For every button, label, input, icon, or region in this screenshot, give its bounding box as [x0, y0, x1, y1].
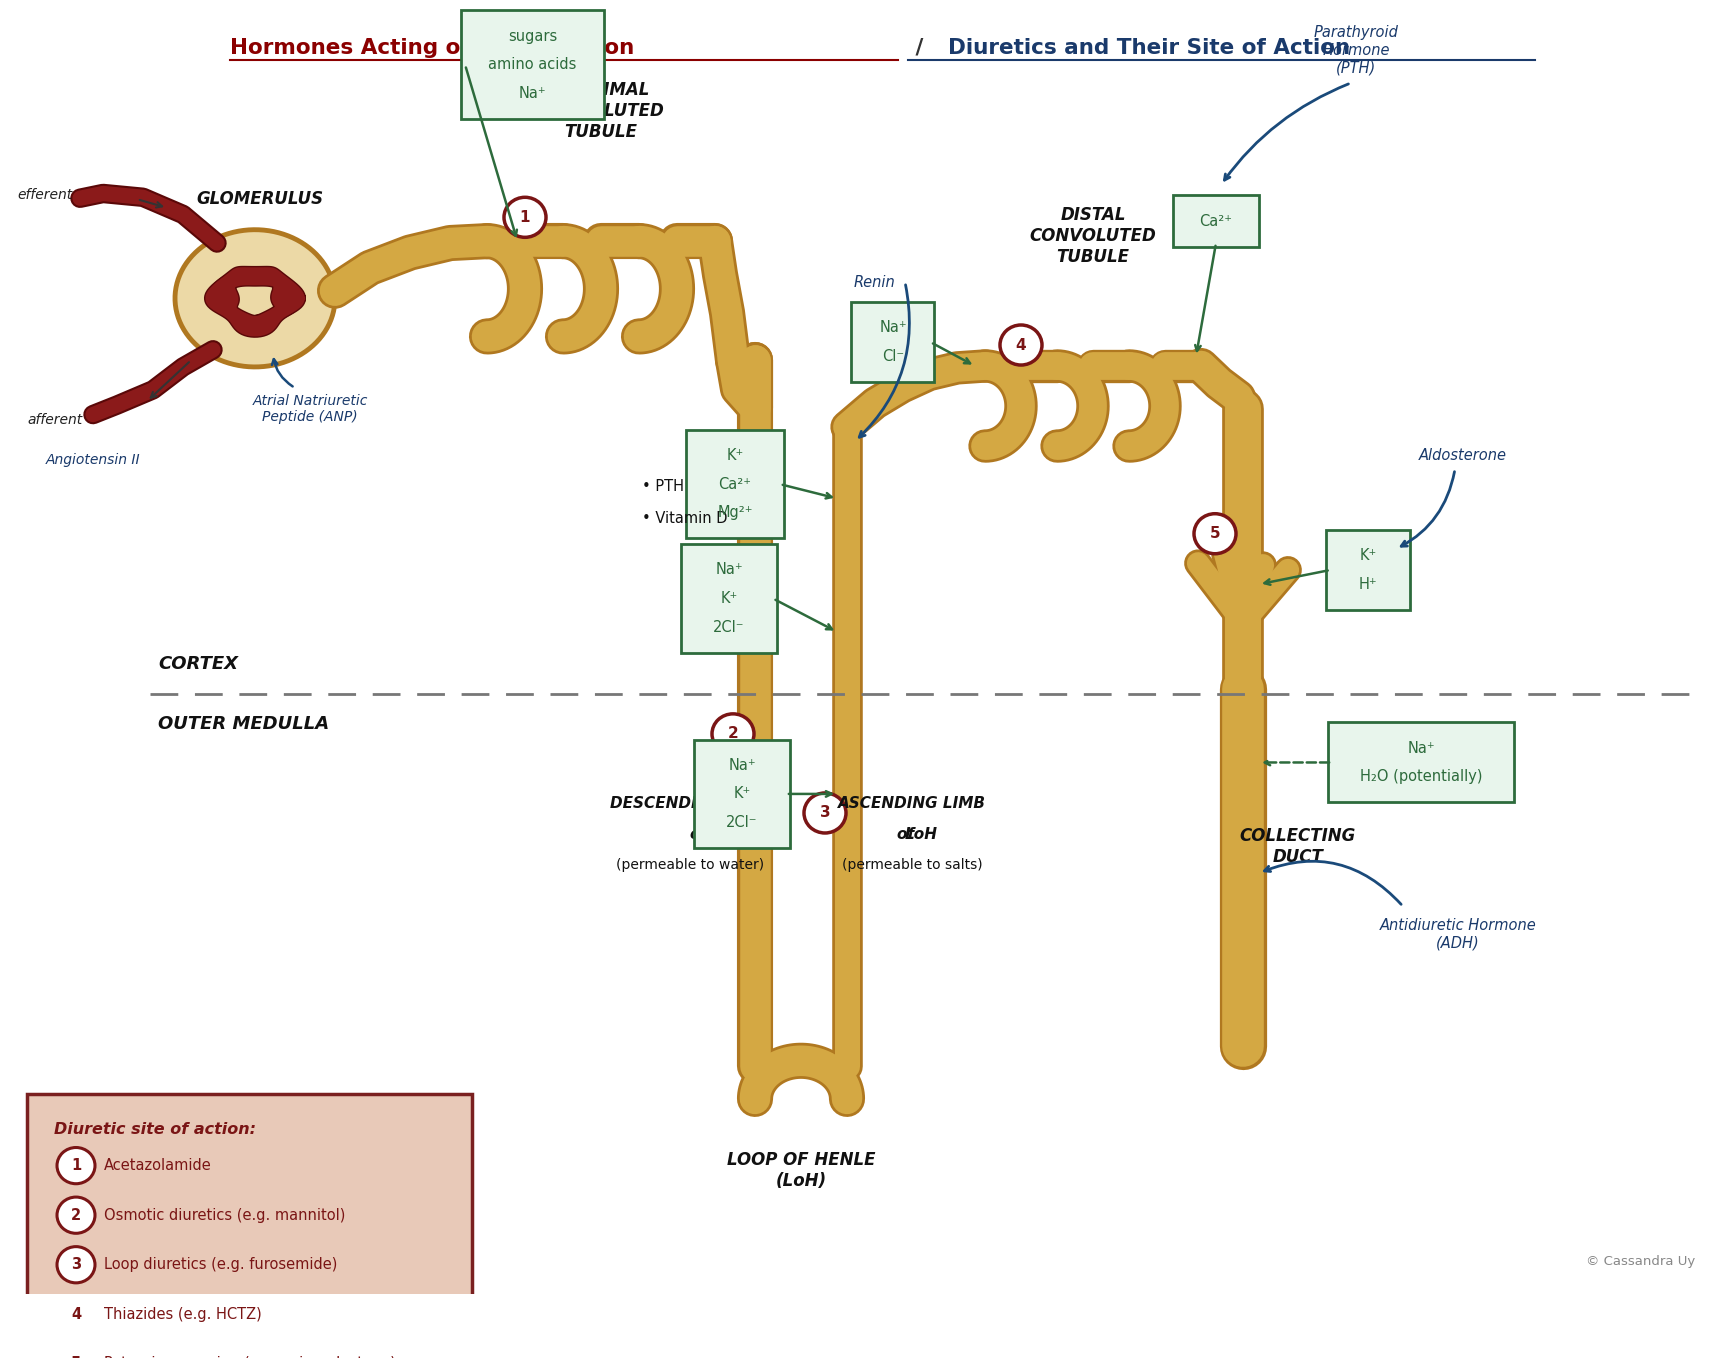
Text: Ca²⁺: Ca²⁺ — [1199, 213, 1231, 228]
Text: Na⁺: Na⁺ — [727, 758, 755, 773]
Circle shape — [57, 1296, 95, 1332]
Text: GLOMERULUS: GLOMERULUS — [196, 190, 324, 208]
Text: • PTH: • PTH — [641, 478, 684, 493]
Text: Parathyroid
Hormone
(PTH): Parathyroid Hormone (PTH) — [1313, 26, 1398, 75]
Text: COLLECTING
DUCT: COLLECTING DUCT — [1238, 827, 1356, 866]
Text: 3: 3 — [71, 1258, 81, 1272]
Text: amino acids: amino acids — [488, 57, 577, 72]
Text: Cl⁻: Cl⁻ — [882, 349, 904, 364]
Text: 1: 1 — [520, 209, 530, 225]
Text: of: of — [689, 827, 712, 842]
Circle shape — [57, 1346, 95, 1358]
Circle shape — [804, 793, 845, 832]
Circle shape — [57, 1148, 95, 1184]
Text: Aldosterone: Aldosterone — [1419, 448, 1507, 463]
Text: Atrial Natriuretic
Peptide (ANP): Atrial Natriuretic Peptide (ANP) — [253, 394, 367, 424]
Text: LOOP OF HENLE
(LoH): LOOP OF HENLE (LoH) — [726, 1152, 875, 1190]
Text: K⁺: K⁺ — [733, 786, 750, 801]
Text: 2Cl⁻: 2Cl⁻ — [714, 619, 745, 634]
Text: Ca²⁺: Ca²⁺ — [719, 477, 752, 492]
Text: afferent: afferent — [28, 413, 83, 428]
Text: © Cassandra Uy: © Cassandra Uy — [1585, 1255, 1694, 1267]
Circle shape — [504, 197, 546, 238]
Text: Renin: Renin — [852, 274, 894, 289]
Text: K⁺: K⁺ — [726, 448, 743, 463]
Text: 2: 2 — [71, 1207, 81, 1222]
FancyBboxPatch shape — [686, 430, 783, 539]
Text: Loop diuretics (e.g. furosemide): Loop diuretics (e.g. furosemide) — [104, 1258, 338, 1272]
Text: LoH: LoH — [698, 827, 731, 842]
FancyBboxPatch shape — [693, 740, 790, 849]
Text: 5: 5 — [71, 1357, 81, 1358]
Text: Na⁺: Na⁺ — [715, 562, 743, 577]
Text: Diuretics and Their Site of Action: Diuretics and Their Site of Action — [947, 38, 1349, 57]
Text: CORTEX: CORTEX — [158, 655, 237, 672]
FancyBboxPatch shape — [1173, 196, 1257, 247]
Text: 2: 2 — [727, 727, 738, 741]
Text: Na⁺: Na⁺ — [878, 320, 906, 335]
Text: sugars: sugars — [507, 29, 558, 43]
FancyBboxPatch shape — [28, 1095, 471, 1358]
Text: Acetazolamide: Acetazolamide — [104, 1158, 211, 1173]
Text: DISTAL
CONVOLUTED
TUBULE: DISTAL CONVOLUTED TUBULE — [1029, 206, 1155, 266]
Text: (permeable to water): (permeable to water) — [615, 858, 764, 872]
Text: Thiazides (e.g. HCTZ): Thiazides (e.g. HCTZ) — [104, 1306, 262, 1321]
Circle shape — [57, 1247, 95, 1283]
Text: Angiotensin II: Angiotensin II — [45, 452, 140, 467]
FancyBboxPatch shape — [1325, 530, 1408, 610]
Text: efferent: efferent — [17, 189, 73, 202]
Text: • Vitamin D: • Vitamin D — [641, 511, 727, 526]
Text: Potassium-sparing (e.g. spironolactone): Potassium-sparing (e.g. spironolactone) — [104, 1357, 395, 1358]
Text: K⁺: K⁺ — [1358, 549, 1375, 564]
Text: Diuretic site of action:: Diuretic site of action: — [54, 1122, 256, 1137]
Text: Na⁺: Na⁺ — [518, 86, 546, 100]
Text: (permeable to salts): (permeable to salts) — [842, 858, 982, 872]
Text: 3: 3 — [819, 805, 830, 820]
Text: 2Cl⁻: 2Cl⁻ — [726, 815, 757, 830]
Text: H⁺: H⁺ — [1358, 577, 1377, 592]
Circle shape — [1193, 513, 1235, 554]
Text: Hormones Acting on the Nephron: Hormones Acting on the Nephron — [230, 38, 634, 57]
Text: Na⁺: Na⁺ — [1406, 740, 1434, 755]
Text: Antidiuretic Hormone
(ADH): Antidiuretic Hormone (ADH) — [1379, 918, 1536, 951]
Text: /: / — [908, 38, 930, 57]
FancyBboxPatch shape — [1327, 722, 1514, 803]
Text: PROXIMAL
CONVOLUTED
TUBULE: PROXIMAL CONVOLUTED TUBULE — [537, 81, 663, 141]
Text: 4: 4 — [71, 1306, 81, 1321]
FancyBboxPatch shape — [461, 11, 604, 120]
Text: K⁺: K⁺ — [721, 591, 738, 606]
Text: Mg²⁺: Mg²⁺ — [717, 505, 752, 520]
Text: DESCENDING LIMB: DESCENDING LIMB — [610, 796, 769, 811]
Circle shape — [712, 714, 753, 754]
Polygon shape — [175, 230, 334, 367]
Text: ASCENDING LIMB: ASCENDING LIMB — [838, 796, 986, 811]
Text: 1: 1 — [71, 1158, 81, 1173]
FancyBboxPatch shape — [850, 301, 934, 382]
FancyBboxPatch shape — [681, 545, 776, 653]
Text: Osmotic diuretics (e.g. mannitol): Osmotic diuretics (e.g. mannitol) — [104, 1207, 345, 1222]
Text: H₂O (potentially): H₂O (potentially) — [1360, 769, 1481, 785]
Circle shape — [57, 1196, 95, 1233]
Text: 5: 5 — [1209, 527, 1219, 542]
Text: 4: 4 — [1015, 338, 1025, 353]
Circle shape — [999, 325, 1041, 365]
Text: of: of — [897, 827, 920, 842]
Text: LoH: LoH — [904, 827, 937, 842]
Text: OUTER MEDULLA: OUTER MEDULLA — [158, 714, 329, 733]
